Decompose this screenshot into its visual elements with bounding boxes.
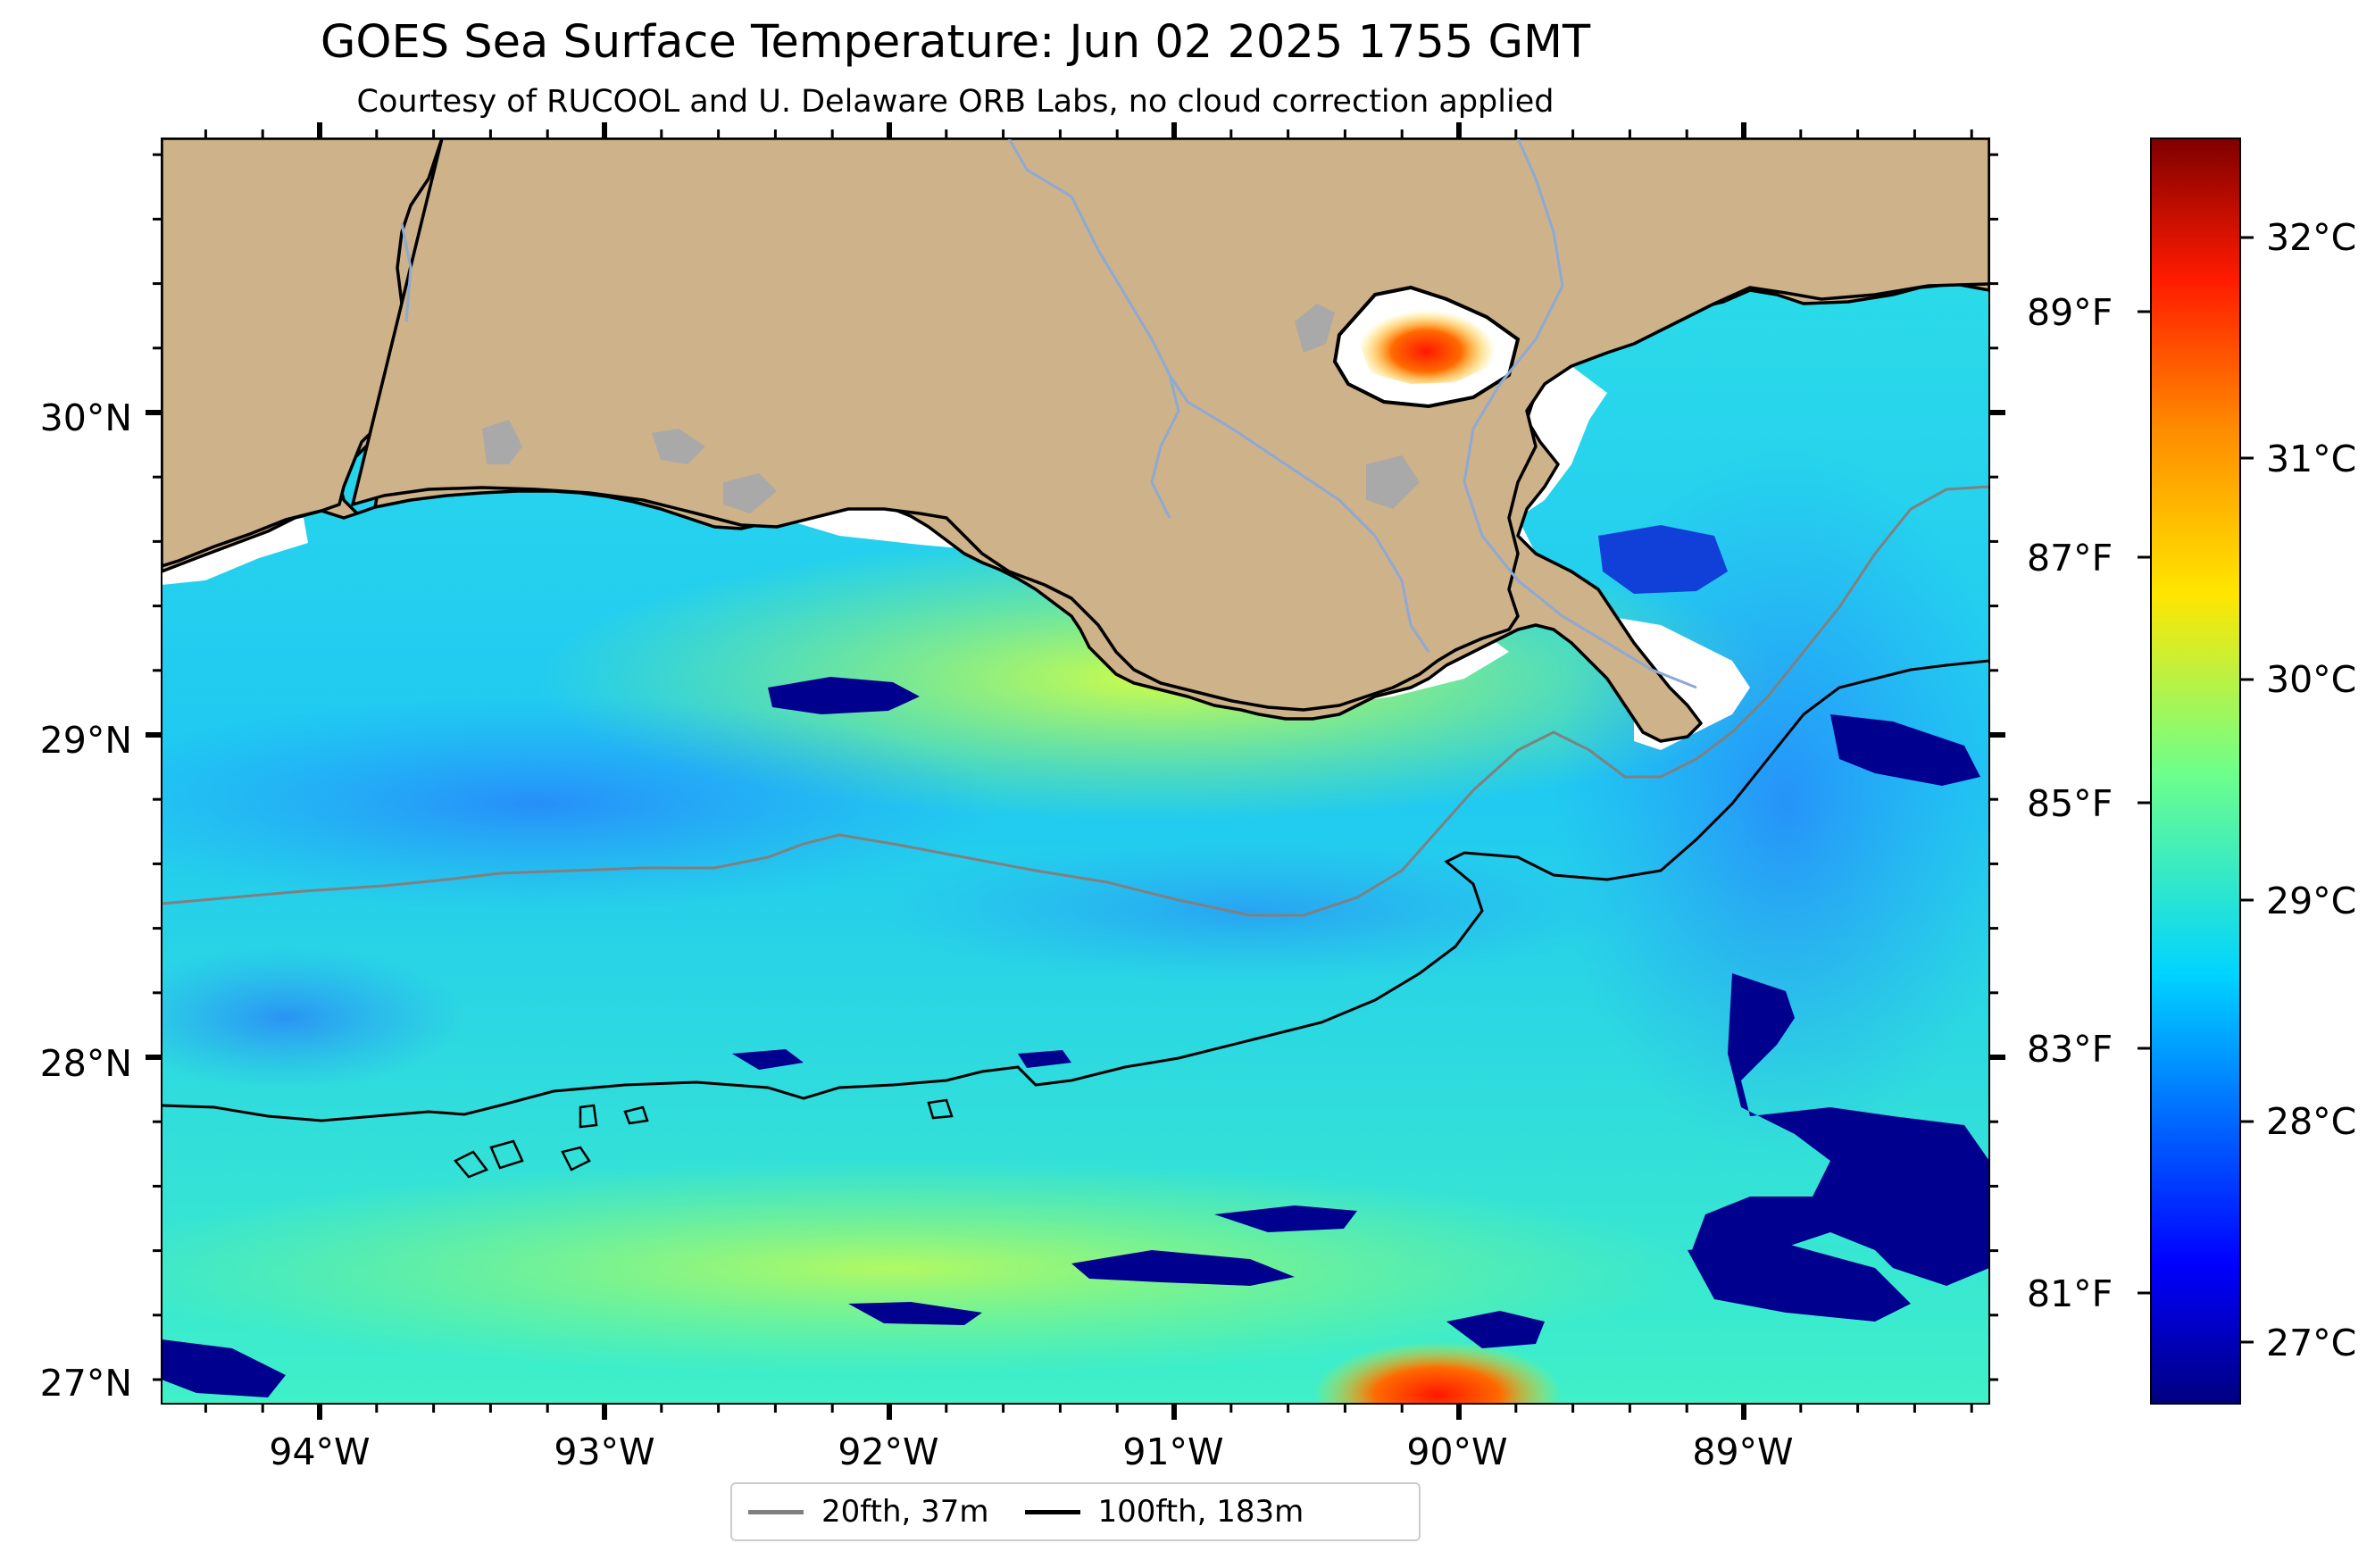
sst-cool-band-west [162, 696, 1000, 911]
longitude-labels: 94°W 93°W 92°W 91°W 90°W 89°W [269, 1430, 1793, 1473]
cbar-label-81f: 81°F [2027, 1272, 2113, 1315]
lon-label-90w: 90°W [1406, 1430, 1507, 1473]
isobath-100fth-islands [454, 1098, 954, 1179]
cbar-label-85f: 85°F [2027, 782, 2113, 825]
lon-label-92w: 92°W [838, 1430, 938, 1473]
legend-item-20fth: 20fth, 37m [732, 1494, 989, 1530]
colorbar-celsius-labels: 32°C 31°C 30°C 29°C 28°C 27°C [2266, 216, 2356, 1364]
cbar-label-28c: 28°C [2266, 1100, 2356, 1143]
legend-label-100fth: 100fth, 183m [1097, 1494, 1304, 1530]
colorbar-fahrenheit-labels: 89°F 87°F 85°F 83°F 81°F [2027, 291, 2113, 1315]
cbar-label-83f: 83°F [2027, 1028, 2113, 1071]
legend-swatch-20fth [748, 1509, 804, 1514]
lat-label-28n: 28°N [40, 1042, 132, 1085]
lon-label-91w: 91°W [1122, 1430, 1223, 1473]
axis-ticks [146, 122, 2005, 1420]
lon-label-94w: 94°W [269, 1430, 370, 1473]
cbar-label-29c: 29°C [2266, 880, 2356, 922]
colorbar-ticks [2138, 236, 2254, 1344]
latitude-labels: 30°N 29°N 28°N 27°N [40, 396, 132, 1405]
colorbar [2150, 138, 2241, 1405]
inland-lakes [482, 304, 1420, 513]
lon-label-89w: 89°W [1692, 1430, 1793, 1473]
legend-item-100fth: 100fth, 183m [1009, 1494, 1304, 1530]
lat-label-27n: 27°N [40, 1362, 132, 1405]
sst-cool-east [1554, 446, 1989, 1161]
map-border [161, 138, 1990, 1405]
map-frame [162, 138, 1989, 1404]
cbar-label-32c: 32°C [2266, 216, 2356, 259]
cloud-patches [162, 525, 1989, 1397]
lat-label-30n: 30°N [40, 396, 132, 439]
lat-label-29n: 29°N [40, 719, 132, 762]
legend-label-20fth: 20fth, 37m [821, 1494, 989, 1530]
isobath-100fth [162, 659, 1989, 1122]
legend-swatch-100fth [1024, 1509, 1080, 1514]
isobath-legend: 20fth, 37m 100fth, 183m [730, 1482, 1421, 1541]
sst-hot-spot-south [1313, 1330, 1563, 1404]
lake-pontchartrain-sst [1357, 302, 1496, 384]
cbar-label-31c: 31°C [2266, 438, 2356, 480]
cbar-label-27c: 27°C [2266, 1322, 2356, 1364]
cbar-label-89f: 89°F [2027, 291, 2113, 334]
lon-label-93w: 93°W [554, 1430, 654, 1473]
sst-cool-sw [162, 947, 464, 1089]
map-subtitle: Courtesy of RUCOOL and U. Delaware ORB L… [356, 84, 1554, 120]
isobath-20fth [162, 485, 1989, 917]
cbar-label-30c: 30°C [2266, 658, 2356, 701]
rivers [400, 138, 1697, 689]
map-title: GOES Sea Surface Temperature: Jun 02 202… [320, 16, 1591, 69]
cbar-label-87f: 87°F [2027, 537, 2113, 580]
